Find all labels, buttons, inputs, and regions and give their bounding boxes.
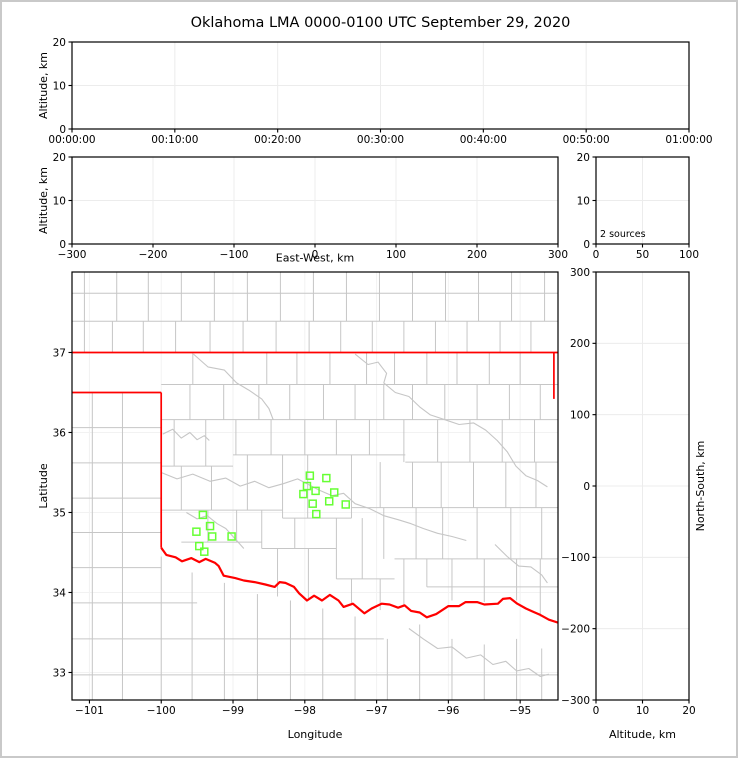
x-tick-label: −100 [147, 705, 176, 717]
map-river [354, 353, 548, 488]
lma-station-marker [200, 547, 209, 556]
y-tick-label: 10 [53, 195, 66, 207]
y-tick-label: 200 [570, 338, 590, 350]
red-river-border [160, 547, 558, 624]
lma-station-marker [311, 486, 320, 496]
lma-station-marker [305, 471, 315, 480]
y-tick-label: 20 [577, 152, 590, 164]
x-tick-label: 00:20:00 [254, 134, 301, 146]
y-tick-label: 100 [570, 409, 590, 421]
y-tick-label: 20 [53, 152, 66, 164]
map-river [408, 628, 550, 678]
lma-station-marker [308, 499, 317, 508]
x-tick-label: 01:00:00 [665, 134, 712, 146]
y-axis-label: North-South, km [694, 441, 707, 532]
x-tick-label: −101 [75, 705, 104, 717]
y-axis-label: Altitude, km [37, 167, 50, 234]
x-tick-label: −300 [58, 249, 87, 261]
y-tick-label: 10 [53, 80, 66, 92]
panel-frame-plan_map [71, 271, 559, 701]
x-tick-label: 100 [386, 249, 406, 261]
figure-title: Oklahoma LMA 0000-0100 UTC September 29,… [191, 15, 571, 31]
x-tick-label: 10 [636, 705, 649, 717]
x-tick-label: 0 [593, 249, 600, 261]
x-tick-label: −98 [294, 705, 316, 717]
lma-station-marker [207, 532, 217, 541]
y-tick-label: 300 [570, 267, 590, 279]
x-tick-label: 20 [682, 705, 695, 717]
x-tick-label: −200 [139, 249, 168, 261]
y-axis-label: Latitude [37, 463, 50, 509]
x-tick-label: −95 [509, 705, 531, 717]
y-tick-label: 35 [53, 507, 66, 519]
y-tick-label: −100 [561, 552, 590, 564]
map-layers [72, 272, 558, 700]
y-tick-label: 34 [53, 587, 67, 599]
x-tick-label: 00:50:00 [563, 134, 610, 146]
lma-station-marker [324, 497, 334, 506]
x-tick-label: 0 [312, 249, 319, 261]
y-tick-label: 36 [53, 427, 67, 439]
y-axis-label: Altitude, km [37, 52, 50, 119]
x-axis-label: Longitude [288, 728, 343, 741]
x-tick-label: 300 [548, 249, 568, 261]
x-tick-label: 00:10:00 [151, 134, 198, 146]
x-tick-label: 200 [467, 249, 487, 261]
y-tick-label: −300 [561, 695, 590, 707]
x-tick-label: 0 [593, 705, 600, 717]
y-tick-label: 0 [59, 239, 66, 251]
lma-station-marker [329, 488, 339, 497]
map-river [162, 428, 210, 441]
y-tick-label: 37 [53, 347, 66, 359]
map-river [186, 512, 245, 549]
x-tick-label: 00:00:00 [48, 134, 95, 146]
x-tick-label: 50 [636, 249, 649, 261]
x-tick-label: 100 [679, 249, 699, 261]
lma-station-marker [192, 527, 201, 536]
lma-station-marker [322, 473, 331, 483]
lma-station-marker [205, 521, 215, 531]
lma-station-marker [302, 481, 312, 491]
lma-station-marker [341, 500, 350, 509]
y-tick-label: 0 [59, 124, 66, 136]
y-tick-label: 10 [577, 195, 590, 207]
x-axis-label: East-West, km [276, 252, 354, 265]
y-tick-label: 0 [583, 239, 590, 251]
sources-count-annotation: 2 sources [600, 229, 646, 240]
x-tick-label: 00:40:00 [460, 134, 507, 146]
lma-station-marker [227, 532, 236, 541]
map-river [494, 544, 548, 584]
lma-station-marker [312, 509, 321, 519]
y-tick-label: 20 [53, 37, 66, 49]
lma-station-marker [198, 510, 208, 520]
y-tick-label: −200 [561, 623, 590, 635]
x-tick-label: −99 [222, 705, 244, 717]
x-tick-label: −100 [220, 249, 249, 261]
x-tick-label: 00:30:00 [357, 134, 404, 146]
x-tick-label: −97 [366, 705, 388, 717]
map-river [193, 353, 274, 420]
x-axis-label: Altitude, km [609, 728, 676, 741]
lma-station-marker [299, 489, 308, 499]
lma-station-marker [195, 541, 204, 551]
x-tick-label: −96 [437, 705, 459, 717]
y-tick-label: 33 [53, 667, 66, 679]
y-tick-label: 0 [583, 481, 590, 493]
